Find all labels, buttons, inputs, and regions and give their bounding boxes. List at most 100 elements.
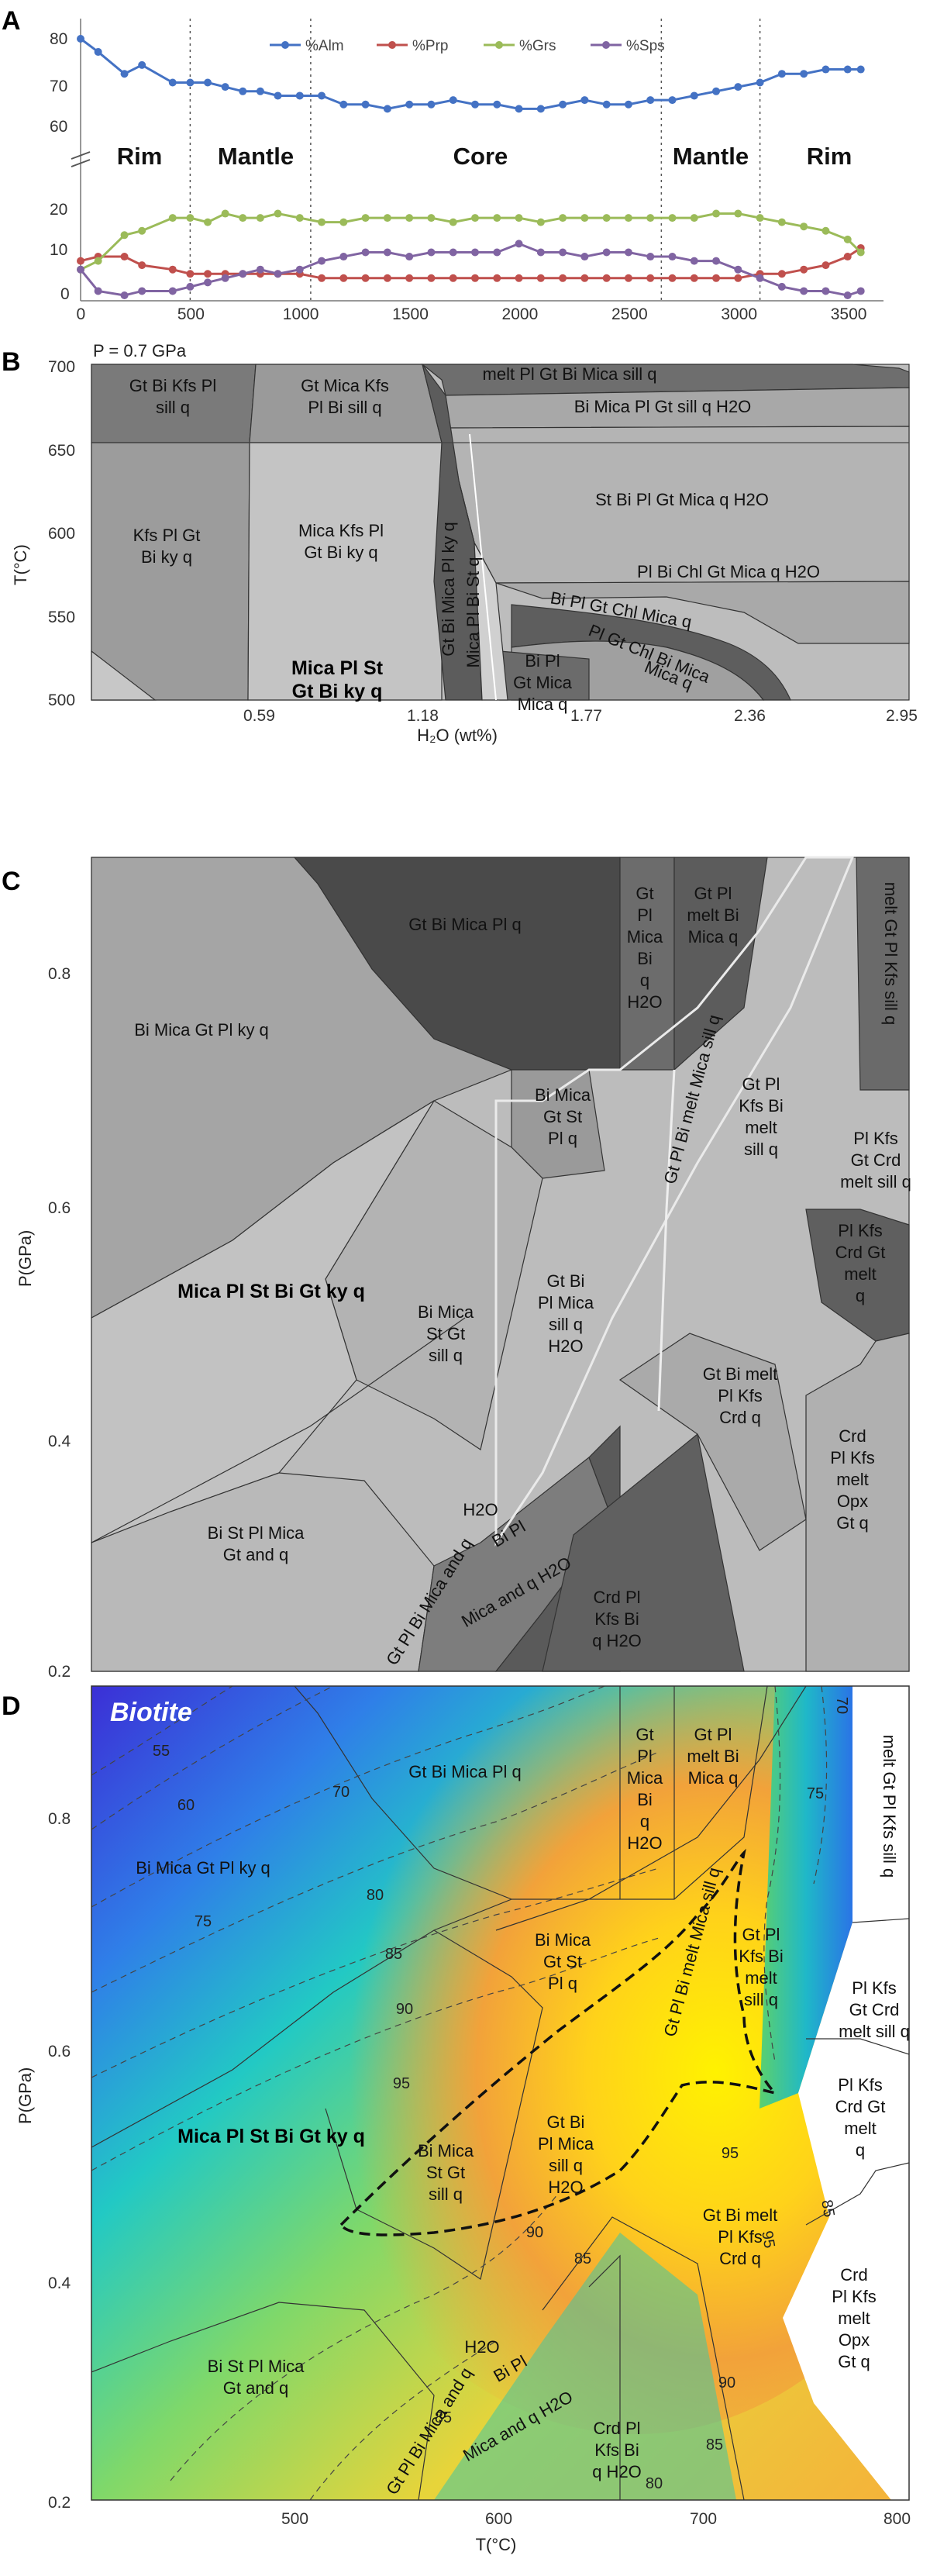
series-line-sps [79, 242, 862, 297]
field-label: Bi [637, 949, 653, 968]
x-tick: 800 [884, 2510, 911, 2528]
field-label: H2O [463, 1500, 498, 1519]
field-mica-pl-bi-st [458, 480, 508, 701]
x-axis-ticks: 0 500 1000 1500 2000 2500 3000 3500 [77, 305, 867, 323]
field-label: melt Pl Gt Bi Mica sill q [483, 364, 657, 384]
data-point [138, 226, 146, 235]
data-point [624, 274, 632, 282]
data-point [77, 257, 84, 265]
contour-lines [91, 1686, 828, 2500]
data-point [120, 70, 129, 78]
field-label: Mica [627, 1768, 663, 1788]
panel-letter-c: C [2, 867, 21, 896]
data-point [339, 253, 348, 261]
legend-swatch-marker [388, 41, 396, 49]
data-point [339, 218, 348, 226]
data-point [843, 291, 852, 299]
field-label: Pl Mica [538, 1293, 594, 1312]
data-point [734, 265, 742, 274]
data-point [168, 214, 177, 222]
field-label: Gt Bi Mica Pl ky q [439, 522, 458, 657]
data-point [559, 248, 567, 257]
data-point [536, 274, 545, 282]
field-bi-mica-gt-st [511, 1069, 605, 1179]
data-point [295, 91, 304, 100]
field-label: q [640, 971, 649, 990]
data-point [138, 60, 146, 69]
field-label: Pl Kfs [838, 2075, 882, 2095]
field-label: Crd q [719, 2249, 761, 2268]
field-label: Opx [837, 1491, 868, 1511]
y-tick: 650 [48, 442, 75, 460]
field-melt [421, 364, 910, 396]
y-tick: 20 [50, 201, 67, 219]
field-label: Crd q [719, 1408, 761, 1427]
x-tick: 3500 [831, 305, 867, 323]
data-point [239, 214, 247, 222]
data-point [239, 87, 247, 95]
x-axis-label: H₂O (wt%) [417, 726, 498, 745]
x-tick: 0.59 [243, 707, 275, 725]
data-point [120, 253, 129, 261]
data-point [646, 274, 655, 282]
phase-fields [91, 856, 910, 1672]
contour-95-dashed [339, 1848, 780, 2236]
data-point [822, 287, 830, 295]
field-label: Pl Kfs [830, 1448, 874, 1467]
x-tick: 700 [690, 2510, 717, 2528]
data-point [756, 214, 764, 222]
x-tick: 1000 [283, 305, 319, 323]
data-point [256, 265, 264, 274]
data-point [77, 265, 84, 274]
field-label: melt [844, 2119, 877, 2138]
field-label: Bi Mica [418, 2141, 474, 2160]
data-point [186, 214, 195, 222]
field-label: Gt Bi [547, 1271, 585, 1291]
field-label: melt sill q [840, 1172, 911, 1191]
panel-d-frame [91, 1685, 910, 2501]
field-label-bold: Mica Pl St Bi Gt ky q [177, 1281, 365, 1302]
field-label: Bi Mica Gt Pl ky q [136, 1858, 270, 1878]
series-lines [77, 35, 865, 299]
field-label: Pl Kfs [852, 1978, 896, 1998]
data-point [318, 91, 326, 100]
panel-c: C P(GPa) 0.8 0.6 0.4 0.2 G [2, 856, 911, 1681]
heatmap-hotspot [302, 1686, 909, 2434]
field-label: Gt and q [223, 1545, 288, 1564]
x-axis-label: T(°C) [476, 2535, 517, 2554]
zone-labels: Rim Mantle Core Mantle Rim [117, 143, 852, 170]
data-point [383, 105, 391, 113]
field-label: Pl Kfs [718, 1386, 762, 1405]
data-point [602, 274, 611, 282]
x-tick: 2.36 [734, 707, 766, 725]
legend-swatch-marker [602, 41, 610, 49]
data-point [668, 274, 677, 282]
data-point [339, 274, 348, 282]
data-point [383, 274, 391, 282]
data-point [602, 214, 611, 222]
data-point [239, 270, 247, 278]
phase-fields [91, 364, 910, 701]
field-label: Gt [636, 884, 653, 903]
data-point [624, 100, 632, 109]
panel-d: D P(GPa) 0.8 0.6 0.4 0.2 [2, 1685, 911, 2554]
data-point [580, 274, 589, 282]
data-point [256, 214, 264, 222]
field-label: Pl Kfs [838, 1221, 882, 1240]
field-label: Bi St Pl Mica [208, 2357, 305, 2376]
field-label: Gt Pl [694, 884, 732, 903]
data-point [138, 287, 146, 295]
data-point [449, 274, 457, 282]
field-label: sill q [429, 1346, 463, 1365]
contour-label: 85 [706, 2436, 723, 2454]
field-label: St Gt [426, 1324, 465, 1343]
field-label: Gt Bi melt [703, 1364, 778, 1384]
field-label: melt Bi [687, 905, 739, 925]
contour-label: 80 [367, 1887, 384, 1904]
data-point [856, 287, 865, 295]
data-point [318, 274, 326, 282]
field-label: Pl Bi sill q [308, 398, 381, 417]
field-label: Crd [840, 2265, 867, 2285]
data-point [712, 87, 721, 95]
field-label: Gt Bi Mica Pl q [408, 915, 521, 934]
